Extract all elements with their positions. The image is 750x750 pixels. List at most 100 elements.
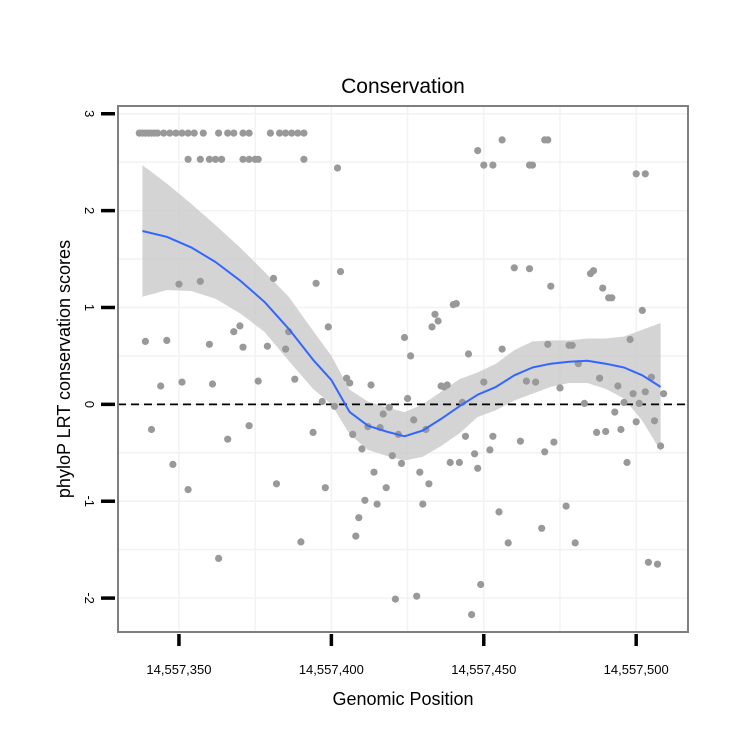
data-point: [373, 500, 381, 508]
data-point: [471, 450, 479, 458]
data-point: [272, 480, 281, 488]
data-point: [498, 345, 506, 353]
y-axis-ticks: -2 -1 0 1 2 3: [82, 110, 115, 604]
data-point: [657, 442, 665, 450]
data-point: [443, 381, 451, 389]
data-point: [522, 377, 531, 385]
data-point: [525, 265, 534, 273]
data-point: [239, 343, 247, 351]
data-point: [147, 425, 156, 434]
data-point: [516, 437, 525, 445]
data-point: [407, 352, 415, 360]
data-point: [556, 384, 564, 392]
data-point: [318, 397, 326, 406]
data-point: [580, 399, 589, 407]
data-point: [461, 432, 470, 440]
data-point: [416, 468, 424, 476]
data-point: [169, 460, 177, 468]
data-point: [157, 382, 165, 390]
x-axis-label: Genomic Position: [332, 689, 473, 709]
y-tick-label: 2: [82, 207, 97, 214]
data-point: [324, 323, 332, 331]
data-point: [184, 129, 192, 137]
x-tick-label: 14,557,400: [299, 662, 364, 677]
data-point: [498, 136, 506, 144]
data-point: [486, 446, 494, 454]
y-tick-label: 0: [82, 401, 97, 408]
data-point: [544, 340, 552, 348]
data-point: [562, 502, 570, 510]
data-point: [358, 445, 366, 453]
data-point: [367, 381, 375, 389]
data-point: [224, 435, 232, 443]
data-point: [254, 377, 262, 385]
data-point: [434, 317, 442, 325]
data-point: [211, 155, 220, 163]
data-point: [291, 375, 299, 383]
data-point: [550, 438, 558, 446]
data-point: [446, 458, 454, 467]
data-point: [333, 164, 342, 172]
data-point: [431, 310, 439, 318]
data-point: [245, 422, 253, 430]
data-point: [538, 524, 546, 532]
data-point: [404, 394, 412, 403]
data-point: [504, 539, 512, 547]
data-point: [245, 155, 253, 163]
data-point: [477, 580, 485, 589]
data-point: [245, 129, 253, 137]
data-point: [428, 323, 436, 331]
smooth-line-group: [142, 230, 662, 438]
data-point: [288, 129, 296, 137]
x-axis-ticks: 14,557,350 14,557,400 14,557,450 14,557,500: [146, 634, 669, 677]
data-point: [614, 382, 622, 390]
data-point: [495, 508, 503, 516]
data-point: [160, 129, 168, 137]
data-point: [205, 340, 213, 348]
data-point: [361, 496, 369, 504]
data-point: [379, 410, 387, 418]
scatter-points: [135, 129, 668, 619]
data-point: [547, 282, 555, 290]
y-axis-label: phyloP LRT conservation scores: [54, 240, 74, 498]
data-point: [382, 484, 390, 492]
data-point: [599, 284, 607, 292]
panel-border: [117, 105, 689, 633]
data-point: [385, 403, 393, 411]
y-tick-label: 1: [82, 304, 97, 311]
data-point: [419, 500, 427, 508]
data-point: [312, 279, 320, 287]
data-point: [205, 155, 213, 163]
data-point: [199, 129, 207, 137]
data-point: [346, 379, 354, 387]
data-point: [474, 464, 482, 472]
data-point: [215, 554, 223, 563]
data-point: [239, 155, 247, 163]
data-point: [632, 418, 640, 426]
data-point: [644, 558, 653, 566]
data-point: [660, 390, 668, 398]
data-point: [596, 374, 604, 382]
data-point: [309, 428, 317, 436]
data-point: [349, 430, 357, 438]
data-point: [626, 335, 634, 344]
data-point: [236, 322, 244, 330]
data-point: [163, 336, 171, 344]
data-point: [413, 592, 421, 600]
data-point: [218, 155, 226, 163]
data-point: [190, 129, 198, 137]
confidence-band: [142, 165, 661, 461]
data-point: [266, 129, 274, 137]
data-point: [336, 268, 345, 276]
data-point: [568, 341, 576, 349]
data-point: [178, 129, 186, 137]
data-point: [474, 147, 482, 155]
data-point: [166, 129, 174, 137]
data-point: [455, 458, 463, 467]
y-tick-label: 3: [82, 110, 97, 117]
data-point: [215, 129, 223, 137]
data-point: [294, 129, 302, 137]
data-point: [638, 306, 646, 314]
data-point: [269, 274, 278, 282]
